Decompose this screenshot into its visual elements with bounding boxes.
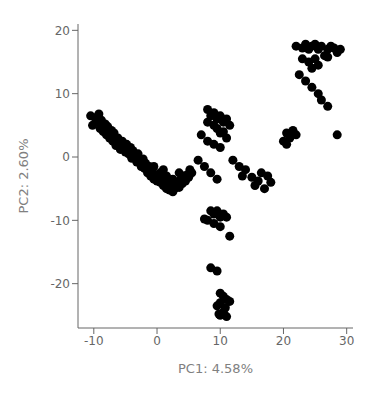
- svg-text:10: 10: [55, 87, 70, 101]
- svg-text:PC1: 4.58%: PC1: 4.58%: [178, 361, 253, 376]
- svg-text:0: 0: [62, 150, 70, 164]
- svg-text:0: 0: [153, 334, 161, 348]
- svg-text:-20: -20: [50, 277, 70, 291]
- svg-text:-10: -10: [84, 334, 104, 348]
- svg-text:10: 10: [213, 334, 228, 348]
- svg-text:30: 30: [339, 334, 354, 348]
- svg-text:20: 20: [55, 24, 70, 38]
- svg-text:PC2: 2.60%: PC2: 2.60%: [16, 139, 31, 214]
- svg-text:20: 20: [276, 334, 291, 348]
- svg-text:-10: -10: [50, 214, 70, 228]
